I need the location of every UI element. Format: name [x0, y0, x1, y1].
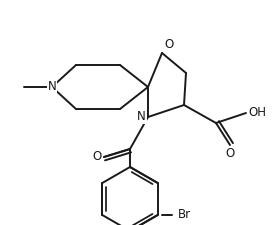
- Text: O: O: [226, 147, 235, 160]
- Text: Br: Br: [178, 209, 191, 221]
- Text: N: N: [137, 110, 146, 124]
- Text: O: O: [164, 38, 173, 51]
- Text: N: N: [48, 81, 56, 94]
- Text: O: O: [93, 151, 102, 164]
- Text: OH: OH: [248, 106, 266, 119]
